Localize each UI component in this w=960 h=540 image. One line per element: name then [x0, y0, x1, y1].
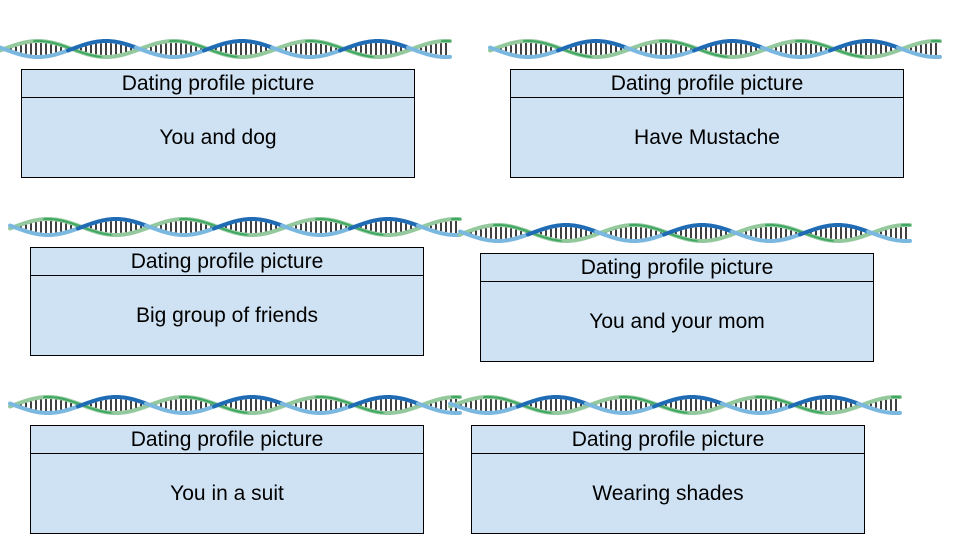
- card-header: Dating profile picture: [31, 426, 423, 454]
- dna-helix-icon: [448, 394, 902, 416]
- dna-helix-icon: [8, 216, 462, 238]
- dna-helix-icon: [0, 38, 452, 60]
- card-body: You in a suit: [170, 482, 284, 505]
- card-header: Dating profile picture: [481, 254, 873, 282]
- profile-card-you-and-dog: Dating profile picture You and dog: [21, 69, 415, 178]
- card-header: Dating profile picture: [31, 248, 423, 276]
- card-body: Big group of friends: [135, 304, 319, 327]
- profile-card-big-group-of-friends: Dating profile picture Big group of frie…: [30, 247, 424, 356]
- profile-card-you-and-your-mom: Dating profile picture You and your mom: [480, 253, 874, 362]
- card-header: Dating profile picture: [22, 70, 414, 98]
- profile-card-you-in-a-suit: Dating profile picture You in a suit: [30, 425, 424, 534]
- card-body: Have Mustache: [634, 126, 780, 149]
- card-header: Dating profile picture: [472, 426, 864, 454]
- card-body: You and your mom: [589, 310, 765, 333]
- card-body: Wearing shades: [592, 482, 744, 505]
- card-body: You and dog: [159, 126, 277, 149]
- dna-helix-icon: [458, 222, 912, 244]
- dna-helix-icon: [488, 38, 942, 60]
- card-header: Dating profile picture: [511, 70, 903, 98]
- dna-helix-icon: [8, 394, 462, 416]
- profile-card-have-mustache: Dating profile picture Have Mustache: [510, 69, 904, 178]
- profile-card-wearing-shades: Dating profile picture Wearing shades: [471, 425, 865, 534]
